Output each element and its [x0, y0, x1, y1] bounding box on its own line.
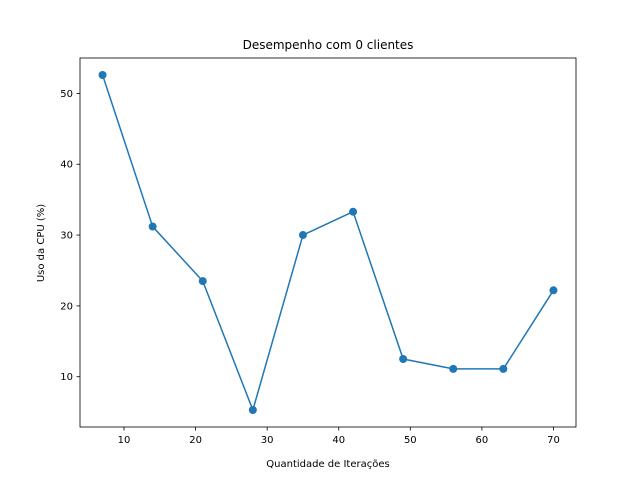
x-tick-label: 70	[547, 435, 560, 446]
x-tick-label: 20	[189, 435, 202, 446]
x-tick-label: 50	[404, 435, 417, 446]
data-point	[349, 207, 358, 216]
data-point	[98, 71, 107, 79]
data-point	[148, 222, 157, 231]
x-axis-label: Quantidade de Iterações	[266, 459, 389, 470]
x-tick-label: 60	[476, 435, 489, 446]
data-point	[399, 355, 408, 364]
x-tick-label: 40	[332, 435, 345, 446]
data-point	[248, 406, 257, 414]
y-tick-label: 50	[60, 89, 73, 100]
y-tick-label: 20	[60, 301, 73, 312]
series-line-0	[101, 74, 555, 411]
plot-area: 10 20 30 40 50 60 70 10 20 30 40 50	[60, 57, 577, 446]
data-point	[198, 277, 207, 286]
y-axis-label: Uso da CPU (%)	[36, 204, 47, 282]
axes-frame	[79, 57, 577, 428]
data-point	[499, 364, 508, 373]
x-tick-label: 10	[118, 435, 131, 446]
data-point	[298, 231, 307, 240]
data-point	[449, 364, 458, 373]
y-tick-label: 30	[60, 231, 73, 242]
y-tick-label: 40	[60, 160, 73, 171]
chart-title: Desempenho com 0 clientes	[243, 38, 414, 52]
y-tick-label: 10	[60, 372, 73, 383]
x-tick-label: 30	[261, 435, 274, 446]
data-point	[549, 286, 558, 295]
